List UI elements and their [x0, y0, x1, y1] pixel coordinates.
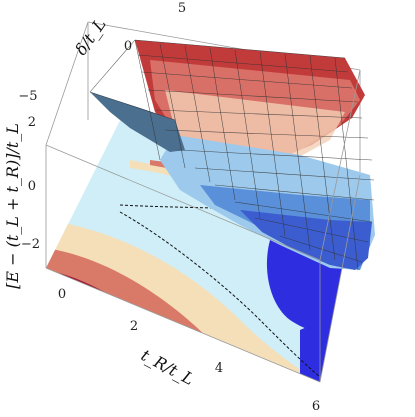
z-tick-label: 2 — [28, 115, 36, 130]
z-axis-label: [E − (t_L + t_R)]/t_L — [3, 123, 22, 289]
z-axis: 2 0 −2 [E − (t_L + t_R)]/t_L — [3, 115, 40, 289]
y-tick-label: 0 — [124, 39, 132, 54]
floor-dashed-line-1 — [119, 204, 301, 211]
surface-valley-low — [240, 210, 372, 270]
y-tick-label: 5 — [178, 1, 186, 16]
y-tick-label: −5 — [18, 89, 37, 104]
floor-dashed-line-2 — [119, 211, 331, 382]
x-tick-label: 6 — [312, 399, 320, 414]
surface — [89, 39, 375, 271]
bounding-box-front — [45, 69, 361, 383]
z-tick-label: 0 — [28, 179, 36, 194]
x-tick-label: 2 — [130, 319, 138, 334]
surface-far-flank — [90, 92, 185, 152]
z-tick-label: −2 — [21, 237, 40, 252]
y-axis-label: δ/t_L — [71, 15, 110, 59]
x-tick-label: 0 — [58, 287, 66, 302]
x-axis-label: t_R/t_L — [138, 345, 197, 388]
x-tick-label: 4 — [215, 361, 223, 376]
